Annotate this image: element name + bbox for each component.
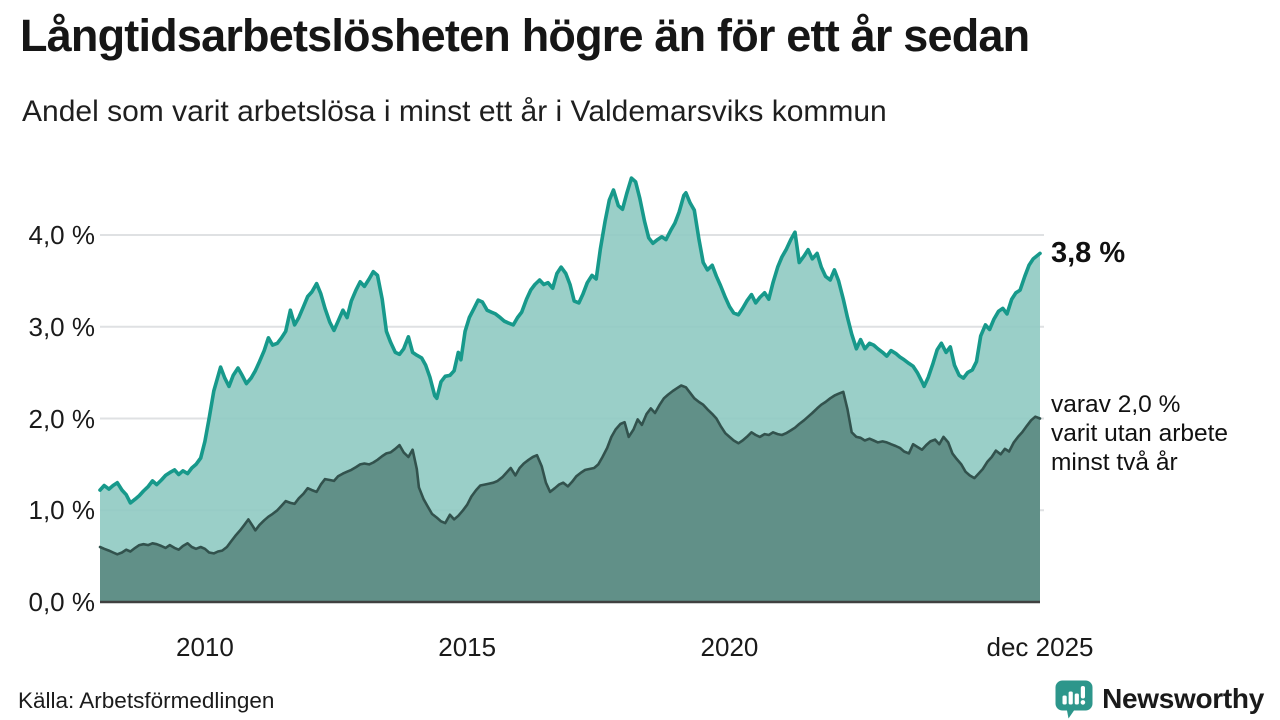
bar-medium	[1074, 693, 1079, 704]
y-tick-label: 0,0 %	[28, 587, 96, 617]
latest-value-annotation: 3,8 %	[1051, 237, 1126, 269]
secondary-annotation-line2: varit utan arbete	[1051, 419, 1229, 447]
newsworthy-logo-icon	[1055, 680, 1093, 718]
exclamation-bar	[1080, 685, 1086, 698]
source-caption: Källa: Arbetsförmedlingen	[18, 688, 275, 713]
newsworthy-logo-text: Newsworthy	[1102, 683, 1264, 714]
chart-title: Långtidsarbetslösheten högre än för ett …	[20, 10, 1030, 61]
line-min-one-year	[98, 176, 1042, 505]
newsworthy-logo[interactable]: Newsworthy	[1054, 678, 1264, 720]
y-tick-label: 2,0 %	[28, 403, 96, 434]
exclamation-dot	[1080, 699, 1086, 705]
x-tick-label: 2020	[700, 632, 759, 662]
area-fill-min-two-years	[100, 385, 1040, 602]
bar-tall	[1068, 691, 1073, 704]
bar-small	[1062, 695, 1067, 704]
x-tick-label: 2015	[438, 632, 497, 662]
x-tick-label: 2010	[175, 632, 234, 662]
y-tick-label: 3,0 %	[28, 311, 96, 342]
line-min-two-years	[98, 384, 1042, 556]
y-tick-label: 4,0 %	[28, 220, 96, 250]
x-tick-label: dec 2025	[986, 632, 1094, 662]
secondary-series-annotation: varav 2,0 % varit utan arbete minst två …	[1051, 391, 1228, 478]
speech-bubble-shape	[1055, 680, 1093, 718]
chart-subtitle: Andel som varit arbetslösa i minst ett å…	[22, 95, 887, 128]
secondary-annotation-line3: minst två år	[1051, 448, 1178, 476]
y-tick-label: 1,0 %	[28, 495, 96, 526]
secondary-annotation-line1: varav 2,0 %	[1051, 391, 1181, 418]
